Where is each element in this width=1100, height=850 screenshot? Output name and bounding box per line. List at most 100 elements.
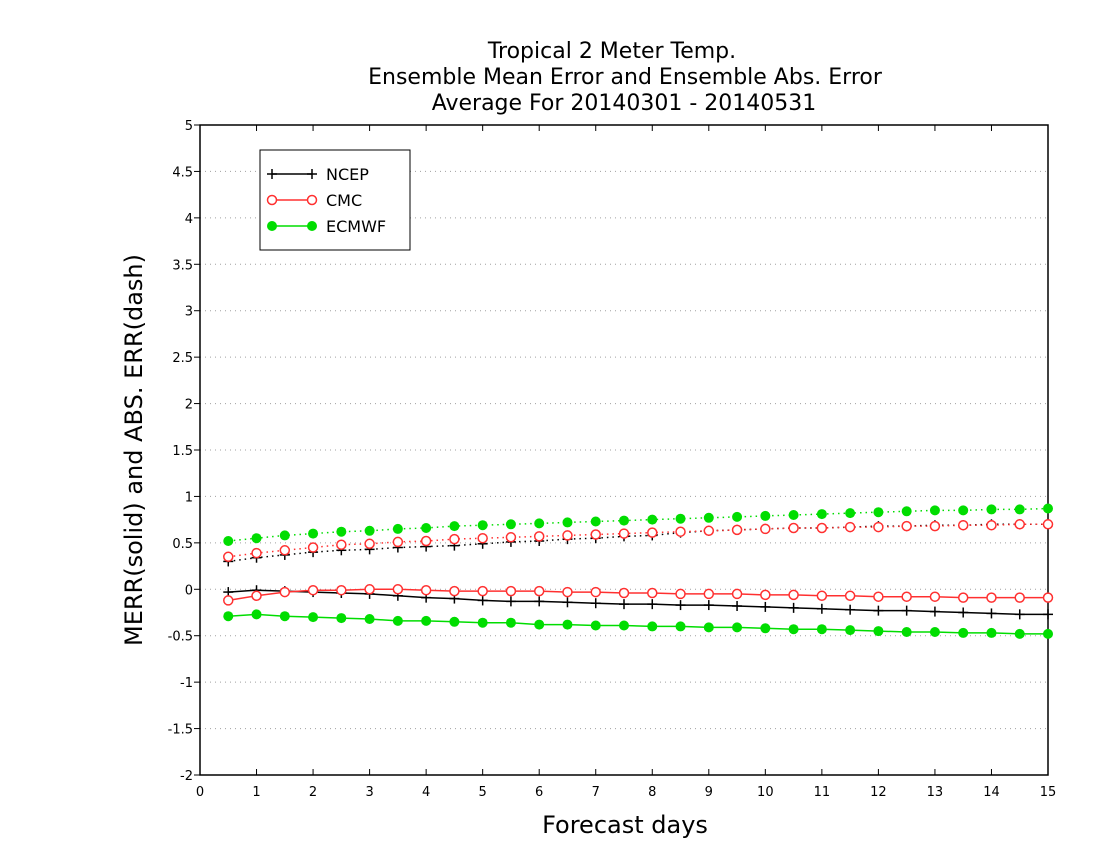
merr-point-ncep xyxy=(873,605,884,616)
merr-point-ecmwf xyxy=(732,622,743,633)
chart-title-line-3: Average For 20140301 - 20140531 xyxy=(432,91,817,116)
x-tick-label: 0 xyxy=(196,785,204,800)
abs-err-point-ecmwf xyxy=(251,533,262,544)
merr-point-cmc xyxy=(307,584,319,596)
y-tick-label: 5 xyxy=(185,119,193,134)
merr-point-cmc xyxy=(675,588,686,600)
legend-marker-end-ecmwf xyxy=(307,221,317,231)
y-tick-label: 3 xyxy=(185,305,193,320)
abs-err-point-cmc xyxy=(336,539,347,550)
abs-err-point-cmc xyxy=(392,536,404,548)
abs-err-point-ecmwf xyxy=(590,516,601,527)
abs-err-point-ecmwf xyxy=(505,519,516,530)
abs-err-point-ecmwf xyxy=(845,508,856,519)
abs-err-point-ecmwf xyxy=(675,513,686,524)
x-tick-label: 5 xyxy=(479,785,487,800)
abs-err-point-cmc xyxy=(731,524,743,536)
abs-err-point-cmc xyxy=(760,523,771,535)
y-tick-label: 3.5 xyxy=(172,258,193,273)
merr-point-ecmwf xyxy=(477,617,488,628)
merr-point-ecmwf xyxy=(251,609,262,620)
abs-err-point-ecmwf xyxy=(788,510,799,520)
y-tick-label: 0.5 xyxy=(172,537,193,552)
y-tick-label: -1 xyxy=(180,676,193,691)
x-tick-label: 10 xyxy=(757,785,774,800)
merr-point-ncep xyxy=(901,605,912,616)
x-tick-label: 9 xyxy=(705,785,713,800)
legend-marker-start-ecmwf xyxy=(267,221,277,231)
abs-err-point-cmc xyxy=(505,532,517,543)
merr-point-cmc xyxy=(1014,592,1025,603)
abs-err-point-ecmwf xyxy=(364,525,375,536)
y-tick-label: 2.5 xyxy=(172,351,193,366)
merr-point-ncep xyxy=(986,608,997,619)
merr-point-ncep xyxy=(929,606,940,617)
x-tick-label: 3 xyxy=(365,785,373,800)
abs-err-point-ecmwf xyxy=(619,515,629,526)
merr-point-ecmwf xyxy=(929,627,940,637)
merr-point-ecmwf xyxy=(590,620,601,631)
y-axis-label: MERR(solid) and ABS. ERR(dash) xyxy=(120,254,148,646)
x-tick-label: 11 xyxy=(814,785,831,800)
y-tick-label: 1.5 xyxy=(172,444,193,459)
merr-point-ncep xyxy=(1043,609,1053,620)
abs-err-point-ecmwf xyxy=(986,504,997,515)
merr-point-cmc xyxy=(477,585,488,597)
series-layer xyxy=(223,503,1054,639)
abs-err-point-cmc xyxy=(957,519,969,531)
merr-point-ecmwf xyxy=(421,615,432,626)
merr-point-ecmwf xyxy=(816,624,827,635)
merr-point-cmc xyxy=(533,585,545,597)
merr-point-ncep xyxy=(760,601,771,612)
y-tick-label: -1.5 xyxy=(168,723,193,738)
merr-point-cmc xyxy=(449,585,460,597)
abs-err-point-ecmwf xyxy=(1014,504,1025,515)
merr-point-ncep xyxy=(1014,609,1025,620)
merr-point-ecmwf xyxy=(364,614,375,624)
abs-err-point-ecmwf xyxy=(901,506,912,517)
legend-marker-start-ncep xyxy=(267,169,277,179)
merr-point-ncep xyxy=(845,604,856,615)
merr-point-cmc xyxy=(618,587,630,599)
x-tick-label: 4 xyxy=(422,785,430,800)
x-tick-label: 15 xyxy=(1040,785,1057,800)
abs-err-point-cmc xyxy=(618,528,630,539)
abs-err-point-ecmwf xyxy=(279,530,290,541)
merr-point-ecmwf xyxy=(1014,628,1025,639)
abs-err-line-ecmwf xyxy=(228,507,1049,542)
abs-err-point-ecmwf xyxy=(816,509,827,520)
abs-err-point-cmc xyxy=(279,545,291,556)
merr-point-ncep xyxy=(732,601,743,611)
y-tick-label: 4.5 xyxy=(172,165,193,180)
merr-line-ncep xyxy=(228,589,1048,616)
x-tick-label: 6 xyxy=(535,785,543,800)
abs-err-point-cmc xyxy=(1042,519,1054,530)
merr-point-ecmwf xyxy=(308,612,319,623)
merr-point-cmc xyxy=(986,592,997,603)
merr-point-cmc xyxy=(873,591,884,602)
abs-err-point-cmc xyxy=(533,531,545,542)
abs-err-point-ecmwf xyxy=(449,521,460,532)
axes-layer: -2-1.5-1-0.500.511.522.533.544.550 1 2 3 4 5 6… xyxy=(168,119,1057,800)
merr-point-ecmwf xyxy=(505,617,516,628)
merr-point-ecmwf xyxy=(958,627,969,638)
merr-point-ecmwf xyxy=(534,619,545,630)
abs-err-point-ecmwf xyxy=(760,510,771,521)
merr-point-ncep xyxy=(816,603,827,614)
legend-marker-end-cmc xyxy=(306,194,318,206)
legend-label-ncep: NCEP xyxy=(326,165,369,184)
y-tick-label: 2 xyxy=(185,398,193,413)
merr-point-ecmwf xyxy=(845,625,856,636)
abs-err-point-ecmwf xyxy=(336,526,347,537)
merr-point-ecmwf xyxy=(873,626,884,637)
abs-err-point-ecmwf xyxy=(732,511,743,522)
legend-marker-end-ncep xyxy=(307,169,317,179)
abs-err-line-cmc xyxy=(228,523,1048,558)
abs-err-point-cmc xyxy=(364,538,375,550)
abs-err-point-ecmwf xyxy=(958,505,969,516)
abs-err-point-ecmwf xyxy=(562,517,573,528)
merr-point-ecmwf xyxy=(901,627,912,637)
merr-point-ncep xyxy=(590,598,601,609)
x-tick-label: 1 xyxy=(252,785,260,800)
